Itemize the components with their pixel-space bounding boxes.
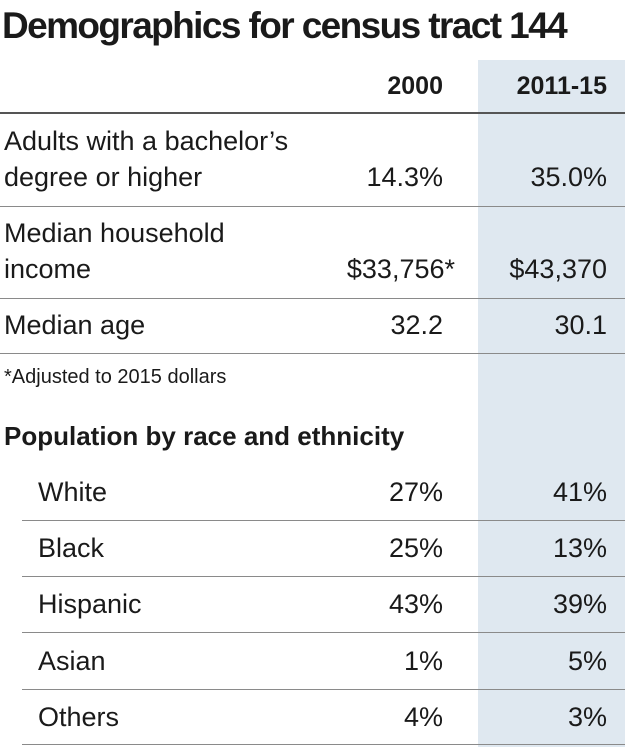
column-header-2000: 2000 [387, 72, 443, 100]
cell-2011-15: 30.1 [554, 310, 607, 340]
row-label-line: Adults with a bachelor’s [4, 126, 289, 156]
row-label: Asian [38, 646, 106, 676]
row-label: Median age [4, 310, 146, 340]
row-divider [22, 576, 625, 577]
cell-2011-15: 35.0% [530, 162, 607, 192]
cell-2011-15: 39% [552, 589, 607, 619]
row-label: Hispanic [38, 589, 142, 619]
row-label: Black [38, 533, 105, 563]
cell-2000: 4% [403, 702, 443, 732]
cell-2011-15: 13% [552, 533, 607, 563]
header-divider [0, 112, 625, 114]
cell-2000: 14.3% [366, 162, 443, 192]
row-divider [22, 689, 625, 690]
cell-2000: 43% [388, 589, 443, 619]
cell-2011-15: 5% [567, 646, 607, 676]
row-label: White [38, 477, 108, 507]
row-label-line: Median household [4, 218, 225, 248]
column-header-2011-15: 2011-15 [516, 72, 607, 100]
row-divider [22, 520, 625, 521]
footnote: *Adjusted to 2015 dollars [4, 366, 227, 388]
row-divider [0, 353, 625, 354]
cell-2011-15: 3% [567, 702, 607, 732]
cell-2011-15: $43,370 [509, 254, 607, 284]
chart-title: Demographics for census tract 144 [2, 5, 568, 46]
row-divider [0, 298, 625, 299]
row-label: Others [38, 702, 120, 732]
cell-2000: 27% [388, 477, 443, 507]
row-label-line: income [4, 254, 92, 284]
row-divider [22, 744, 625, 745]
cell-2000: $33,756* [346, 254, 455, 284]
row-divider [22, 632, 625, 633]
table-header: 2000 2011-15 [0, 62, 625, 112]
section-title: Population by race and ethnicity [4, 421, 405, 451]
cell-2000: 25% [388, 533, 443, 563]
row-label-line: degree or higher [4, 162, 203, 192]
cell-2000: 32.2 [390, 310, 443, 340]
row-divider [0, 206, 625, 207]
cell-2000: 1% [403, 646, 443, 676]
cell-2011-15: 41% [552, 477, 607, 507]
